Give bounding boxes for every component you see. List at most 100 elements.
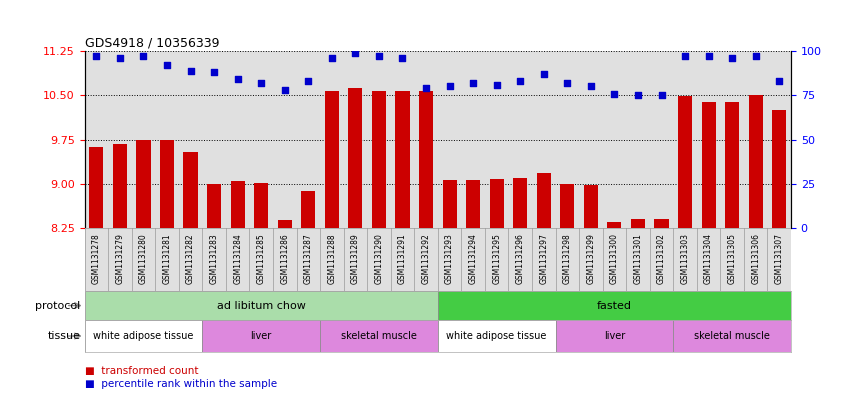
Point: [278, 87, 292, 93]
Bar: [673, 320, 791, 352]
Text: skeletal muscle: skeletal muscle: [341, 331, 417, 341]
Text: GSM1131297: GSM1131297: [539, 233, 548, 284]
Bar: [372, 91, 386, 228]
Bar: [560, 184, 574, 228]
Text: GSM1131298: GSM1131298: [563, 233, 572, 284]
Point: [725, 55, 739, 61]
Point: [655, 92, 668, 98]
Text: liver: liver: [604, 331, 625, 341]
Bar: [514, 178, 527, 228]
Bar: [202, 320, 320, 352]
Point: [678, 53, 692, 59]
Point: [255, 80, 268, 86]
Text: GSM1131284: GSM1131284: [233, 233, 242, 284]
Point: [537, 71, 551, 77]
Point: [349, 50, 362, 56]
Bar: [419, 91, 433, 228]
Text: GSM1131294: GSM1131294: [469, 233, 478, 284]
Text: GSM1131291: GSM1131291: [398, 233, 407, 284]
Point: [90, 53, 103, 59]
Bar: [749, 95, 763, 228]
Text: GSM1131281: GSM1131281: [162, 233, 172, 284]
Text: GSM1131303: GSM1131303: [680, 233, 689, 284]
Point: [514, 78, 527, 84]
Bar: [349, 88, 362, 228]
Bar: [466, 180, 481, 228]
Text: GSM1131288: GSM1131288: [327, 233, 337, 284]
Text: GSM1131301: GSM1131301: [634, 233, 642, 284]
Point: [772, 78, 786, 84]
Bar: [207, 184, 221, 228]
Text: GSM1131280: GSM1131280: [139, 233, 148, 284]
Text: GSM1131278: GSM1131278: [92, 233, 101, 284]
Point: [137, 53, 151, 59]
Text: GSM1131299: GSM1131299: [586, 233, 596, 284]
Point: [207, 69, 221, 75]
Bar: [320, 320, 438, 352]
Point: [231, 76, 244, 83]
Text: ■  percentile rank within the sample: ■ percentile rank within the sample: [85, 379, 277, 389]
Text: GSM1131296: GSM1131296: [516, 233, 525, 284]
Text: protocol: protocol: [36, 301, 80, 310]
Bar: [772, 110, 786, 228]
Text: GSM1131285: GSM1131285: [256, 233, 266, 284]
Point: [442, 83, 456, 90]
Bar: [655, 219, 668, 228]
Point: [372, 53, 386, 59]
Text: GSM1131300: GSM1131300: [610, 233, 619, 284]
Bar: [325, 91, 339, 228]
Bar: [536, 173, 551, 228]
Bar: [701, 102, 716, 228]
Bar: [395, 91, 409, 228]
Point: [160, 62, 173, 68]
Text: fasted: fasted: [597, 301, 632, 310]
Point: [631, 92, 645, 98]
Point: [184, 67, 197, 73]
Bar: [438, 320, 556, 352]
Point: [490, 82, 503, 88]
Point: [749, 53, 762, 59]
Text: GSM1131305: GSM1131305: [728, 233, 737, 284]
Bar: [90, 147, 103, 228]
Text: ad libitum chow: ad libitum chow: [217, 301, 305, 310]
Bar: [631, 219, 645, 228]
Bar: [301, 191, 316, 228]
Bar: [85, 291, 438, 320]
Text: white adipose tissue: white adipose tissue: [93, 331, 194, 341]
Bar: [584, 185, 598, 228]
Bar: [113, 144, 127, 228]
Text: GSM1131287: GSM1131287: [304, 233, 313, 284]
Text: liver: liver: [250, 331, 272, 341]
Text: GSM1131279: GSM1131279: [115, 233, 124, 284]
Point: [607, 90, 621, 97]
Bar: [556, 320, 673, 352]
Text: GSM1131292: GSM1131292: [421, 233, 431, 284]
Text: GSM1131282: GSM1131282: [186, 233, 195, 284]
Text: GDS4918 / 10356339: GDS4918 / 10356339: [85, 37, 219, 50]
Point: [466, 80, 480, 86]
Bar: [490, 179, 503, 228]
Text: GSM1131307: GSM1131307: [775, 233, 783, 284]
Point: [113, 55, 127, 61]
Text: GSM1131286: GSM1131286: [280, 233, 289, 284]
Text: GSM1131283: GSM1131283: [210, 233, 218, 284]
Text: GSM1131304: GSM1131304: [704, 233, 713, 284]
Bar: [231, 181, 244, 228]
Point: [561, 80, 574, 86]
Bar: [607, 222, 622, 228]
Point: [420, 85, 433, 91]
Bar: [678, 96, 692, 228]
Text: GSM1131290: GSM1131290: [375, 233, 383, 284]
Text: GSM1131293: GSM1131293: [445, 233, 454, 284]
Bar: [254, 183, 268, 228]
Point: [702, 53, 716, 59]
Text: GSM1131289: GSM1131289: [351, 233, 360, 284]
Point: [584, 83, 597, 90]
Bar: [136, 140, 151, 228]
Text: white adipose tissue: white adipose tissue: [447, 331, 547, 341]
Bar: [277, 220, 292, 228]
Text: skeletal muscle: skeletal muscle: [695, 331, 770, 341]
Text: tissue: tissue: [47, 331, 80, 341]
Text: ■  transformed count: ■ transformed count: [85, 366, 198, 376]
Text: GSM1131306: GSM1131306: [751, 233, 761, 284]
